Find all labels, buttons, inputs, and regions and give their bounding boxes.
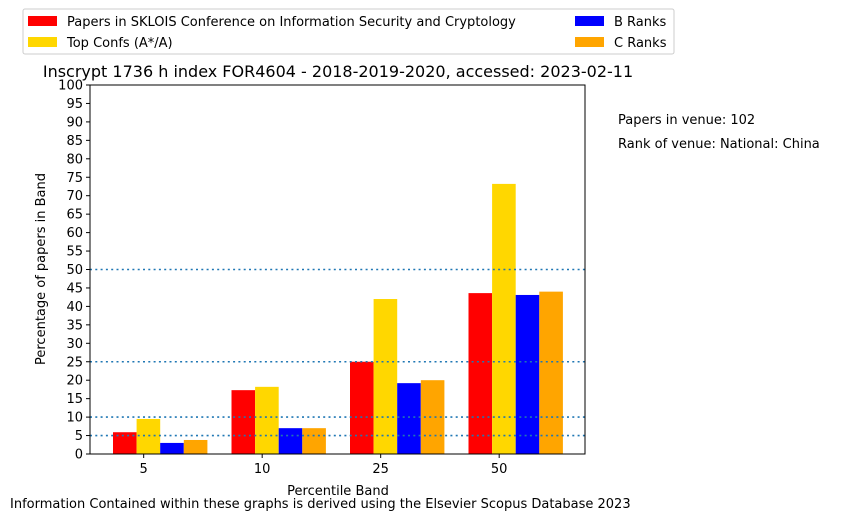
y-tick-label-90: 90 — [66, 115, 83, 130]
y-tick-label-10: 10 — [66, 411, 83, 426]
y-tick-label-95: 95 — [66, 97, 83, 112]
papers-in-venue-text: Papers in venue: 102 — [618, 113, 755, 128]
y-tick-label-85: 85 — [66, 134, 83, 149]
bar-series-1-25 — [373, 299, 398, 454]
bar-series-1-50 — [492, 183, 516, 454]
legend-label-b-ranks: B Ranks — [614, 15, 667, 30]
y-tick-label-70: 70 — [66, 189, 83, 204]
y-tick-label-75: 75 — [66, 171, 83, 186]
y-tick-label-65: 65 — [66, 208, 83, 223]
y-tick-label-25: 25 — [66, 355, 83, 370]
legend-swatch-c-ranks — [575, 37, 604, 47]
legend-swatch-top-confs — [28, 37, 57, 47]
x-tick-label-5: 5 — [140, 462, 148, 477]
bar-series-1-5 — [136, 418, 161, 454]
y-tick-label-50: 50 — [66, 263, 83, 278]
x-tick-label-25: 25 — [372, 462, 389, 477]
legend-swatch-b-ranks — [575, 16, 604, 26]
bar-series-3-25 — [420, 380, 445, 454]
y-tick-label-15: 15 — [66, 392, 83, 407]
x-tick-label-50: 50 — [491, 462, 508, 477]
bar-series-2-10 — [278, 428, 303, 454]
chart-title: Inscrypt 1736 h index FOR4604 - 2018-201… — [43, 62, 633, 81]
legend: Papers in SKLOIS Conference on Informati… — [22, 8, 675, 55]
bar-series-0-5 — [113, 432, 137, 454]
bar-series-2-25 — [397, 383, 421, 454]
bar-series-1-10 — [255, 386, 279, 454]
x-axis-label: Percentile Band — [287, 484, 389, 499]
y-tick-label-20: 20 — [66, 374, 83, 389]
y-axis: 0 5 10 15 20 25 30 35 40 45 50 55 60 65 70 75 80 85 90 95 10… — [58, 79, 90, 463]
y-tick-label-100: 100 — [58, 79, 83, 94]
x-axis: 5 10 25 50 — [140, 454, 508, 477]
bar-series-3-10 — [302, 428, 326, 454]
y-tick-label-40: 40 — [66, 300, 83, 315]
y-axis-label: Percentage of papers in Band — [34, 173, 49, 365]
legend-label-sklois: Papers in SKLOIS Conference on Informati… — [67, 15, 516, 30]
y-tick-label-5: 5 — [75, 429, 83, 444]
bar-series-3-5 — [183, 439, 208, 454]
y-tick-label-45: 45 — [66, 281, 83, 296]
y-tick-label-55: 55 — [66, 245, 83, 260]
bar-series-0-10 — [231, 390, 256, 454]
y-tick-label-80: 80 — [66, 152, 83, 167]
y-tick-label-35: 35 — [66, 318, 83, 333]
bars-layer — [113, 183, 563, 454]
footer-source-note: Information Contained within these graph… — [10, 497, 631, 512]
legend-label-c-ranks: C Ranks — [614, 36, 667, 51]
bar-series-0-25 — [350, 361, 374, 454]
bar-series-3-50 — [539, 291, 563, 454]
x-tick-label-10: 10 — [254, 462, 271, 477]
bar-series-2-50 — [515, 294, 540, 454]
y-tick-label-0: 0 — [75, 448, 83, 463]
y-tick-label-30: 30 — [66, 337, 83, 352]
bar-series-0-50 — [468, 293, 493, 454]
rank-of-venue-text: Rank of venue: National: China — [618, 137, 820, 152]
bar-series-2-5 — [160, 442, 184, 454]
legend-frame — [22, 8, 675, 55]
legend-swatch-sklois — [28, 16, 57, 26]
y-tick-label-60: 60 — [66, 226, 83, 241]
legend-label-top-confs: Top Confs (A*/A) — [66, 36, 173, 51]
